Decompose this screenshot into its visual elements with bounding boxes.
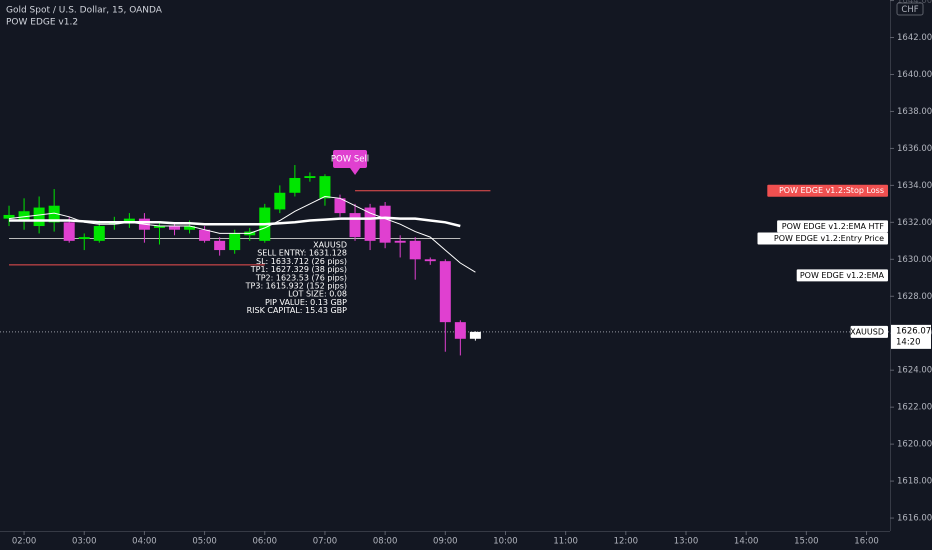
indicator-line bbox=[9, 216, 461, 228]
candle-body bbox=[424, 259, 436, 262]
y-tick-label: 1642.000 bbox=[897, 33, 932, 43]
info-line: RISK CAPITAL: 15.43 GBP bbox=[247, 306, 348, 315]
axis-tag bbox=[767, 184, 888, 197]
candle-body bbox=[214, 240, 226, 251]
candle-body bbox=[3, 214, 15, 219]
symbol-tag-label: XAUUSD bbox=[850, 327, 884, 336]
candle-body bbox=[78, 237, 90, 239]
x-tick-label: 11:00 bbox=[553, 537, 578, 547]
axis-tag-label: POW EDGE v1.2:EMA HTF bbox=[782, 222, 885, 231]
candle-body bbox=[274, 192, 286, 210]
symbol-tag bbox=[850, 325, 888, 338]
axis-tag-label: POW EDGE v1.2:Entry Price bbox=[774, 234, 884, 243]
candle-body bbox=[63, 222, 75, 241]
candle-body bbox=[153, 226, 165, 228]
x-tick-label: 05:00 bbox=[192, 537, 217, 547]
candle-body bbox=[454, 322, 466, 339]
info-line: LOT SIZE: 0.08 bbox=[288, 290, 347, 299]
y-tick-label: 1620.000 bbox=[897, 440, 932, 450]
price-tag bbox=[891, 324, 931, 349]
y-tick-label: 1622.000 bbox=[897, 403, 932, 413]
x-tick-label: 10:00 bbox=[493, 537, 518, 547]
candle-body bbox=[439, 261, 451, 323]
x-tick-label: 04:00 bbox=[132, 537, 157, 547]
indicator-line bbox=[8, 195, 476, 273]
info-line: SELL ENTRY: 1631.128 bbox=[257, 249, 347, 258]
info-line: SL: 1633.712 (26 pips) bbox=[256, 257, 347, 266]
x-tick-label: 15:00 bbox=[794, 537, 819, 547]
y-tick-label: 1638.000 bbox=[897, 107, 932, 117]
info-line: XAUUSD bbox=[313, 241, 347, 250]
candle-body bbox=[394, 240, 406, 243]
x-tick-label: 08:00 bbox=[373, 537, 398, 547]
candle-body bbox=[364, 207, 376, 241]
chart-title: Gold Spot / U.S. Dollar, 15, OANDA bbox=[6, 6, 163, 16]
x-tick-label: 03:00 bbox=[72, 537, 97, 547]
info-line: TP2: 1623.53 (76 pips) bbox=[255, 273, 347, 282]
x-tick-label: 16:00 bbox=[854, 537, 879, 547]
candle-body bbox=[229, 233, 241, 251]
candle-body bbox=[409, 240, 421, 260]
candle-body bbox=[319, 176, 331, 199]
info-line: TP1: 1627.329 (38 pips) bbox=[250, 265, 347, 274]
y-tick-label: 1632.000 bbox=[897, 218, 932, 228]
x-tick-label: 09:00 bbox=[433, 537, 458, 547]
x-tick-label: 12:00 bbox=[614, 537, 639, 547]
y-tick-label: 1630.000 bbox=[897, 255, 932, 265]
y-tick-label: 1628.000 bbox=[897, 292, 932, 302]
candle-body bbox=[18, 211, 30, 221]
axis-tag bbox=[777, 220, 888, 233]
candle-body bbox=[469, 331, 481, 339]
price-tag-value: 1626.074 bbox=[896, 326, 932, 336]
y-tick-label: 1618.000 bbox=[897, 477, 932, 487]
x-tick-label: 06:00 bbox=[253, 537, 278, 547]
candle-body bbox=[93, 226, 105, 241]
candle-body bbox=[349, 213, 361, 238]
candle-body bbox=[33, 207, 45, 227]
candle-body bbox=[199, 229, 211, 241]
info-line: TP3: 1615.932 (152 pips) bbox=[245, 282, 347, 291]
candle-body bbox=[184, 226, 196, 230]
candle-body bbox=[169, 226, 181, 230]
candle-body bbox=[304, 176, 316, 178]
axis-tag bbox=[796, 269, 888, 282]
y-tick-label: 1624.000 bbox=[897, 366, 932, 376]
signal-label: POW Sell bbox=[331, 155, 369, 165]
x-tick-label: 14:00 bbox=[734, 537, 759, 547]
signal-arrow bbox=[350, 168, 361, 175]
currency-box bbox=[896, 2, 924, 16]
currency: CHF bbox=[901, 5, 918, 15]
candle-body bbox=[123, 218, 135, 223]
x-tick-label: 02:00 bbox=[12, 537, 37, 547]
y-tick-label: 1644.000 bbox=[897, 0, 932, 6]
signal-box bbox=[333, 150, 368, 168]
y-tick-label: 1634.000 bbox=[897, 181, 932, 191]
candle-body bbox=[379, 205, 391, 243]
indicator-name: POW EDGE v1.2 bbox=[6, 18, 78, 28]
candle-body bbox=[48, 205, 60, 223]
candle-body bbox=[289, 177, 301, 193]
x-tick-label: 13:00 bbox=[674, 537, 699, 547]
axis-tag bbox=[757, 232, 888, 245]
axis-tag-label: POW EDGE v1.2:EMA bbox=[800, 271, 885, 280]
info-line: PIP VALUE: 0.13 GBP bbox=[265, 298, 347, 307]
x-tick-label: 07:00 bbox=[313, 537, 338, 547]
y-tick-label: 1616.000 bbox=[897, 514, 932, 524]
y-tick-label: 1640.000 bbox=[897, 70, 932, 80]
candle-body bbox=[334, 198, 346, 214]
y-tick-label: 1636.000 bbox=[897, 144, 932, 154]
axis-tag-label: POW EDGE v1.2:Stop Loss bbox=[779, 186, 884, 195]
price-tag-countdown: 14:20 bbox=[896, 337, 921, 347]
